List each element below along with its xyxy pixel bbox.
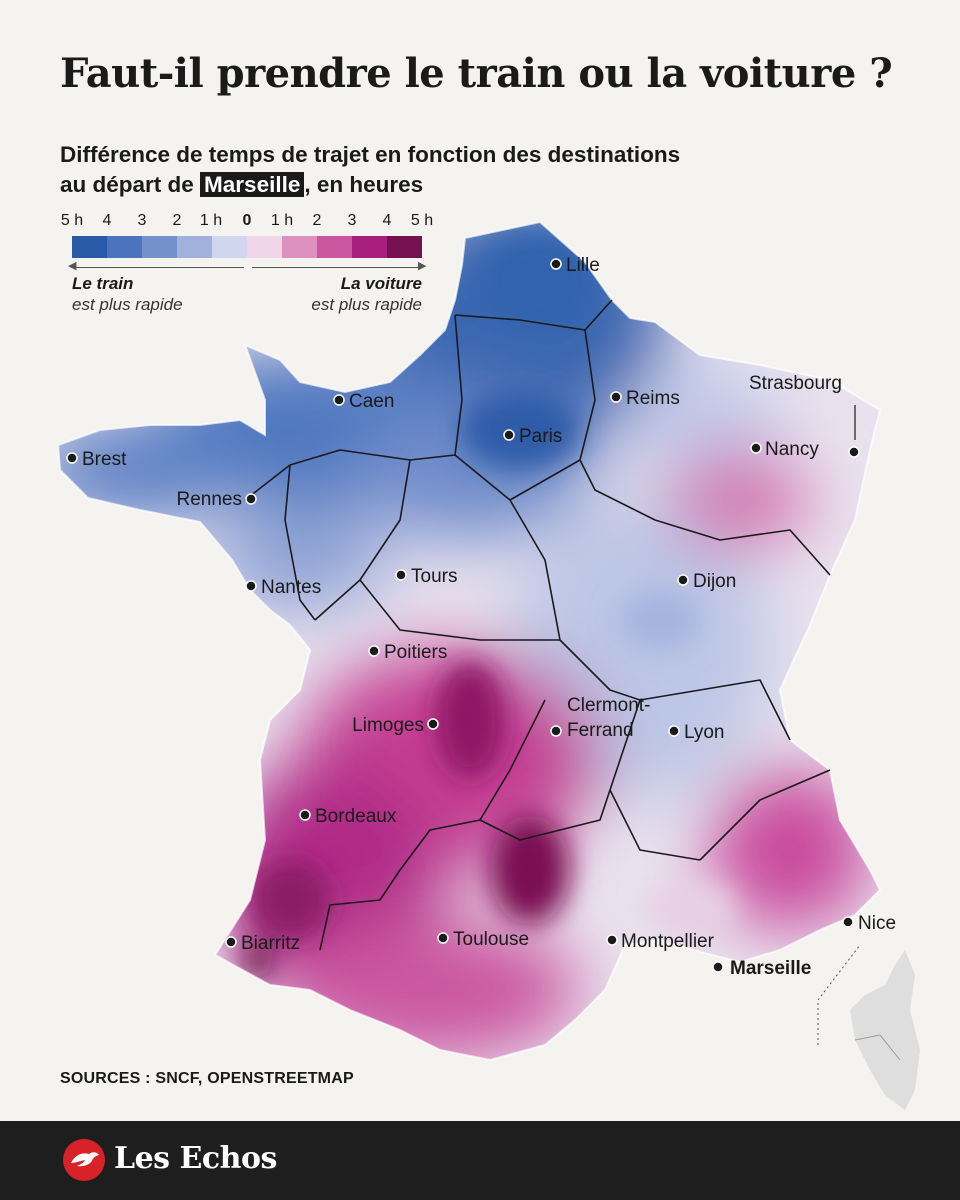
city-label-caen: Caen [349,391,394,412]
city-dot-tours [395,569,407,581]
city-label-clermont-line1: Clermont- [567,695,650,716]
city-label-reims: Reims [626,388,680,409]
page-title: Faut-il prendre le train ou la voiture ? [60,50,893,97]
city-dot-nantes [245,580,257,592]
city-markers: Lille Caen Reims Strasbourg Paris Nancy … [66,255,896,979]
city-dot-poitiers [368,645,380,657]
city-label-marseille: Marseille [730,958,811,979]
chart-subtitle: Différence de temps de trajet en fonctio… [60,140,680,200]
legend-tick: 0 [242,212,252,229]
corsica-island [850,950,920,1110]
city-dot-strasbourg [848,446,860,458]
legend-tick: 2 [312,212,322,229]
footer-bar: Les Echos [0,1121,960,1200]
color-legend: 5 h 4 3 2 1 h 0 1 h 2 3 4 5 h ◀ ▶ Le tra… [60,212,440,322]
city-label-brest: Brest [82,449,127,470]
legend-tick: 3 [137,212,147,229]
legend-swatch [177,236,212,258]
city-label-nice: Nice [858,913,896,934]
legend-swatch [387,236,422,258]
origin-city-highlight: Marseille [200,172,305,197]
region-borders [244,299,831,951]
city-label-limoges: Limoges [352,715,424,736]
city-dot-caen [333,394,345,406]
legend-left-subtext: est plus rapide [72,295,183,314]
city-dot-biarritz [225,936,237,948]
legend-tick: 3 [347,212,357,229]
city-dot-rennes [245,493,257,505]
legend-swatch [72,236,107,258]
legend-left-heading: Le train [72,274,134,293]
city-dot-lille [550,258,562,270]
city-dot-bordeaux [299,809,311,821]
city-label-strasbourg: Strasbourg [749,373,842,394]
city-label-nantes: Nantes [261,577,321,598]
france-outline [56,220,882,1062]
city-label-poitiers: Poitiers [384,642,447,663]
city-dot-reims [610,391,622,403]
city-dot-nancy [750,442,762,454]
city-label-toulouse: Toulouse [453,929,529,950]
lesechos-logo-icon[interactable] [62,1138,106,1182]
city-dot-toulouse [437,932,449,944]
legend-tick: 5 h [60,212,84,229]
city-label-clermont-line2: Ferrand [567,720,634,741]
subtitle-prefix: au départ de [60,172,194,197]
inset-divider [817,944,861,1045]
city-dot-dijon [677,574,689,586]
sources-note: SOURCES : SNCF, OPENSTREETMAP [60,1070,354,1087]
legend-swatch [352,236,387,258]
city-dot-marseille [712,961,724,973]
city-label-rennes: Rennes [177,489,243,510]
legend-tick: 1 h [270,212,294,229]
legend-swatch [282,236,317,258]
legend-swatch [107,236,142,258]
city-dot-nice [842,916,854,928]
legend-right-subtext: est plus rapide [311,295,422,314]
subtitle-line-1: Différence de temps de trajet en fonctio… [60,142,681,167]
legend-arrow-left [72,267,244,268]
legend-tick: 2 [172,212,182,229]
city-dot-clermont-ferrand [550,725,562,737]
city-label-biarritz: Biarritz [241,933,300,954]
arrow-right-icon: ▶ [418,260,427,272]
city-label-lille: Lille [566,255,600,276]
city-label-nancy: Nancy [765,439,819,460]
legend-right-heading: La voiture [340,274,422,293]
city-label-tours: Tours [411,566,457,587]
arrow-left-icon: ◀ [68,260,77,272]
city-label-paris: Paris [519,426,562,447]
logo-bird-shape [71,1152,99,1167]
legend-swatch [142,236,177,258]
france-map: Lille Caen Reims Strasbourg Paris Nancy … [56,220,920,1110]
corsica-inset [817,944,920,1110]
city-dot-paris [503,429,515,441]
corsica-border [854,1034,901,1061]
city-label-montpellier: Montpellier [621,931,715,952]
legend-tick: 1 h [199,212,223,229]
legend-swatch [247,236,282,258]
city-label-dijon: Dijon [693,571,736,592]
subtitle-suffix: , en heures [304,172,424,197]
legend-tick: 5 h [410,212,434,229]
city-dot-lyon [668,725,680,737]
city-dot-limoges [427,718,439,730]
brand-name[interactable]: Les Echos [114,1141,277,1176]
city-dot-montpellier [606,934,618,946]
legend-tick: 4 [382,212,392,229]
legend-swatch [212,236,247,258]
city-label-lyon: Lyon [684,722,725,743]
city-dot-brest [66,452,78,464]
legend-arrow-right [252,267,422,268]
legend-tick: 4 [102,212,112,229]
subtitle-line-2: au départ de Marseille, en heures [60,170,680,200]
city-label-bordeaux: Bordeaux [315,806,397,827]
legend-swatch [317,236,352,258]
